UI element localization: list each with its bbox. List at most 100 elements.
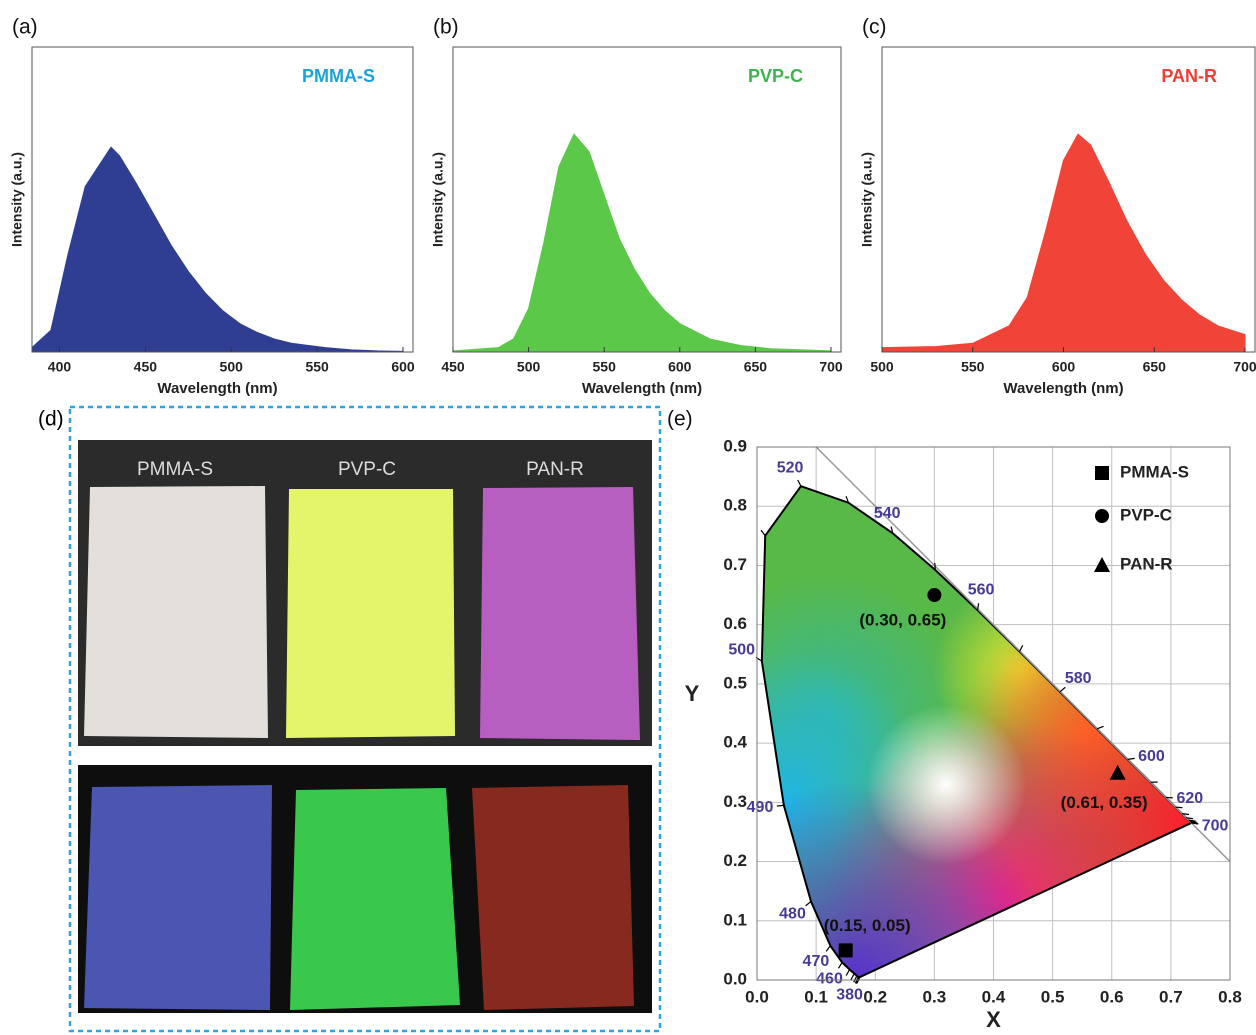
legend-label: PMMA-S [1120,462,1189,481]
x-tick-label: 550 [593,359,617,375]
x-tick-label: 600 [668,359,692,375]
x-tick-label: 400 [48,359,72,375]
fabric-sheet [84,785,272,1010]
locus-tick [760,529,766,537]
locus-tick [1059,686,1066,693]
spectrum-area [452,133,832,353]
x-axis-label: Wavelength (nm) [1003,380,1123,397]
panel-label: (b) [433,16,459,39]
marker [1109,764,1126,780]
legend-marker [1095,466,1109,480]
legend-marker [1094,557,1110,572]
legend-label: PAN-R [1120,554,1173,573]
x-axis-label: X [986,1007,1001,1032]
y-tick-label: 0.6 [723,614,747,633]
wavelength-label: 460 [816,971,843,988]
x-tick-label: 650 [1143,359,1167,375]
locus-tick [1189,820,1197,823]
locus-tick [1182,813,1190,816]
plot-frame [756,446,1231,981]
y-tick-label: 0.2 [723,851,747,870]
wavelength-label: 580 [1065,670,1092,687]
x-tick-label: 0.1 [804,987,828,1006]
x-axis-label: Wavelength (nm) [582,380,702,397]
x-tick-label: 0.3 [923,987,947,1006]
locus-tick [1019,644,1024,652]
x-tick-label: 0.5 [1041,987,1065,1006]
x-tick-label: 600 [391,359,415,375]
locus-tick [853,975,858,983]
x-tick-label: 500 [870,359,894,375]
reference-line [815,446,1231,863]
x-axis-label: Wavelength (nm) [157,380,277,397]
chart-title: PAN-R [1161,66,1217,86]
panel-label: (a) [12,16,38,39]
x-tick-label: 0.8 [1218,987,1242,1006]
locus-tick [1191,822,1199,825]
y-tick-label: 0.9 [723,436,747,455]
panel-label: (e) [667,408,693,431]
y-axis-label: Intensity (a.u.) [430,152,446,247]
locus-tick [837,962,843,969]
panel-label: (d) [38,408,64,431]
locus-tick [850,973,855,981]
wavelength-label: 620 [1176,790,1203,807]
y-tick-label: 0.4 [723,733,747,752]
wavelength-label: 380 [836,986,863,1003]
fabric-sheet [286,489,455,738]
y-tick-label: 0.1 [723,910,747,929]
x-tick-label: 0.7 [1159,987,1183,1006]
data-label: (0.30, 0.65) [859,611,946,630]
locus-tick [1127,757,1135,760]
x-tick-label: 650 [744,359,768,375]
plot-frame [31,46,414,353]
wavelength-label: 480 [779,905,806,922]
wavelength-label: 700 [1202,817,1229,834]
panel-label: (c) [862,16,887,39]
fabric-sheet [480,487,640,740]
y-axis-label: Intensity (a.u.) [859,152,875,247]
spectrum-area [881,133,1246,353]
spectrum-area [31,146,404,353]
fabric-sheet [290,788,460,1010]
data-label: (0.61, 0.35) [1061,793,1148,812]
y-tick-label: 0.8 [723,496,747,515]
wavelength-label: 500 [728,641,755,658]
legend-label: PVP-C [1120,505,1172,524]
legend-marker [1095,509,1109,523]
wavelength-label: 600 [1138,748,1165,765]
x-tick-label: 500 [517,359,541,375]
wavelength-label: 540 [874,505,901,522]
data-label: (0.15, 0.05) [824,916,911,935]
wavelength-label: 560 [968,582,995,599]
plot-frame [452,46,842,353]
locus-tick [890,526,894,534]
locus-tick [845,969,851,976]
x-tick-label: 0.2 [863,987,887,1006]
y-axis-label: Intensity (a.u.) [9,152,25,247]
locus-tick [1096,725,1104,730]
x-tick-label: 0.0 [745,987,769,1006]
x-tick-label: 600 [1052,359,1076,375]
wavelength-label: 520 [777,460,804,477]
locus-tick [805,900,812,907]
y-axis-label: Y [685,681,700,706]
plot-frame [881,46,1256,353]
photo-label: PMMA-S [137,459,213,480]
x-tick-label: 0.4 [982,987,1006,1006]
x-tick-label: 0.6 [1100,987,1124,1006]
y-tick-label: 0.3 [723,792,747,811]
locus-tick [1188,819,1196,822]
fabric-sheet [472,785,634,1010]
locus-tick [845,495,850,503]
locus-tick [934,562,936,571]
photo-border [68,405,662,1033]
marker [838,943,853,958]
locus-tick [1186,817,1194,820]
x-tick-label: 550 [305,359,329,375]
y-tick-label: 0.7 [723,555,747,574]
x-tick-label: 700 [819,359,843,375]
locus-tick [797,479,802,487]
chart-title: PVP-C [748,66,803,86]
